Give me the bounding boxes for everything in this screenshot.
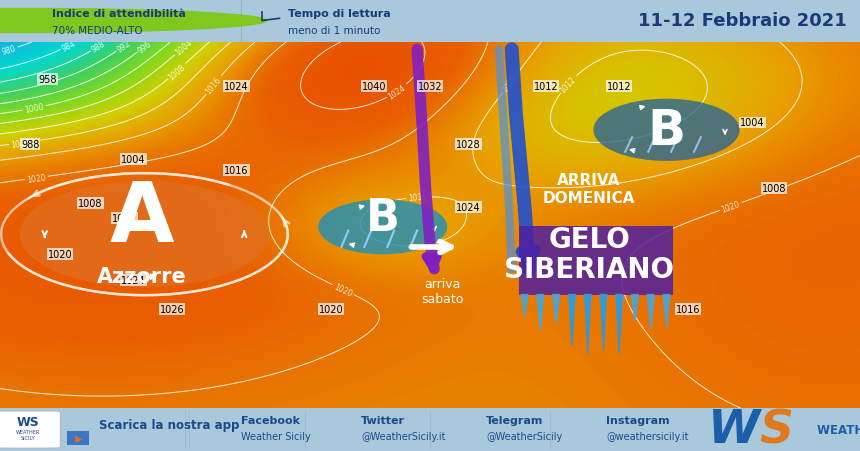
Polygon shape [553,295,560,324]
Text: 1020: 1020 [48,250,72,260]
Text: 1040: 1040 [362,82,386,92]
Text: 1012: 1012 [10,138,31,149]
Polygon shape [585,295,591,354]
Text: 1020: 1020 [332,282,353,298]
Text: 1008: 1008 [762,184,786,194]
Text: arriva
sabato: arriva sabato [421,277,464,305]
Polygon shape [521,295,528,317]
Text: meno di 1 minuto: meno di 1 minuto [288,26,380,36]
Text: 1008: 1008 [167,62,187,82]
Text: 992: 992 [115,39,132,55]
Polygon shape [569,295,574,347]
Text: 1004: 1004 [173,38,194,58]
Text: 1012: 1012 [113,213,137,223]
Polygon shape [631,295,638,322]
Text: @WeatherSicily.it: @WeatherSicily.it [361,431,445,441]
Text: 1004: 1004 [121,155,145,165]
Text: 996: 996 [137,39,154,55]
Polygon shape [616,295,623,331]
Text: Weather Sicily: Weather Sicily [241,431,310,441]
Polygon shape [616,295,622,354]
Text: 1024: 1024 [457,202,481,212]
Circle shape [318,200,447,255]
Polygon shape [568,295,575,327]
Text: 11-12 Febbraio 2021: 11-12 Febbraio 2021 [638,13,847,30]
Text: 988: 988 [90,39,108,55]
Text: GELO
SIBERIANO: GELO SIBERIANO [504,226,674,284]
Text: Scarica la nostra app: Scarica la nostra app [99,418,239,431]
Bar [67,431,89,445]
Circle shape [593,100,740,161]
Text: B: B [366,197,400,239]
FancyBboxPatch shape [0,411,60,448]
Text: 1024: 1024 [121,275,145,285]
Text: Facebook: Facebook [241,415,300,425]
Text: 1000: 1000 [24,102,45,115]
Text: 1016: 1016 [224,166,249,176]
Text: Azzorre: Azzorre [97,267,187,287]
Text: 1004: 1004 [740,118,765,128]
Text: W: W [708,407,759,451]
Text: 984: 984 [60,39,77,54]
Circle shape [0,9,267,33]
Circle shape [20,182,269,288]
Text: WEATHER SICILY: WEATHER SICILY [817,423,860,436]
Text: 1012: 1012 [534,82,558,92]
Text: 980: 980 [0,44,17,57]
Text: S: S [759,407,794,451]
Text: 1024: 1024 [224,82,249,92]
Text: 1024: 1024 [386,83,408,101]
Text: @WeatherSicily: @WeatherSicily [486,431,562,441]
Text: 1012: 1012 [558,74,578,95]
FancyBboxPatch shape [519,226,673,296]
Text: A: A [110,178,174,258]
Polygon shape [600,295,607,320]
Text: 1016: 1016 [676,304,700,314]
Text: 1026: 1026 [160,304,184,314]
Text: @weathersicily.it: @weathersicily.it [606,431,689,441]
Text: 70% MEDIO-ALTO: 70% MEDIO-ALTO [52,26,142,36]
Text: Telegram: Telegram [486,415,544,425]
Text: 1008: 1008 [78,198,102,208]
Text: 1020: 1020 [319,304,343,314]
Polygon shape [600,295,606,351]
Text: 1028: 1028 [457,140,481,150]
Text: WS: WS [16,415,40,428]
Text: 958: 958 [38,74,57,84]
Text: ▶: ▶ [75,433,82,443]
Text: Indice di attendibilità: Indice di attendibilità [52,9,186,18]
Text: B: B [648,106,685,154]
Text: 1020: 1020 [26,173,46,184]
Text: 1016: 1016 [204,76,224,96]
Text: Tempo di lettura: Tempo di lettura [288,9,390,18]
Text: 988: 988 [21,140,40,150]
Text: ARRIVA
DOMENICA: ARRIVA DOMENICA [543,173,636,205]
Polygon shape [648,295,654,329]
Text: Twitter: Twitter [361,415,405,425]
Polygon shape [663,295,670,328]
Polygon shape [537,295,544,331]
Text: 1020: 1020 [720,199,741,214]
Text: 1016: 1016 [501,74,519,94]
Polygon shape [584,295,591,330]
Text: 1032: 1032 [418,82,442,92]
Text: 1016: 1016 [408,193,427,203]
Text: Instagram: Instagram [606,415,670,425]
Text: 1012: 1012 [607,82,631,92]
Text: WEATHER
SICILY: WEATHER SICILY [15,429,40,440]
